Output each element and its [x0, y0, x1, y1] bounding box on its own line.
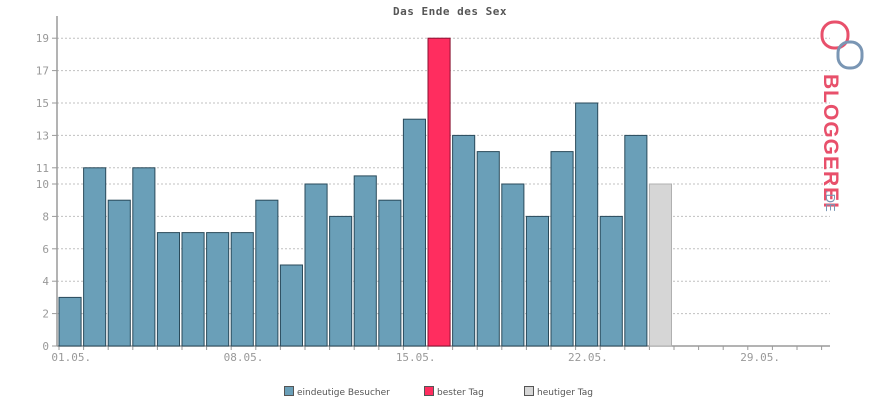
bar	[58, 296, 82, 347]
bloggerei-logo-graphic: BLOGGEREI .DE	[819, 20, 864, 212]
bar	[279, 264, 303, 347]
bar	[329, 215, 353, 347]
bar	[83, 167, 107, 347]
brand-text: BLOGGEREI	[819, 74, 842, 209]
y-tick-label: 2	[42, 308, 49, 321]
bar	[107, 199, 131, 347]
legend-item-best: bester Tag	[424, 386, 484, 398]
bar	[550, 151, 574, 347]
x-tick-label: 29.05.	[740, 351, 780, 364]
x-tick-label: 01.05.	[51, 351, 91, 364]
y-tick-label: 19	[36, 32, 49, 45]
bar	[230, 232, 254, 347]
bar	[181, 232, 205, 347]
bar	[575, 102, 599, 347]
bar	[599, 215, 623, 347]
chart-title: Das Ende des Sex	[393, 5, 507, 18]
bar	[156, 232, 180, 347]
y-tick-label: 13	[36, 129, 49, 142]
legend-swatch-best	[424, 386, 434, 396]
bar	[255, 199, 279, 347]
legend-item-today: heutiger Tag	[524, 386, 593, 398]
y-tick-label: 6	[42, 243, 49, 256]
chart-legend: eindeutige Besucher bester Tag heutiger …	[0, 386, 870, 400]
bar-today	[648, 183, 673, 347]
legend-item-visitors: eindeutige Besucher	[284, 386, 390, 398]
y-tick-label: 4	[42, 275, 49, 288]
bar	[353, 175, 377, 347]
legend-swatch-today	[524, 386, 534, 396]
speech-bubbles-icon	[820, 20, 864, 70]
bar	[378, 199, 402, 347]
bar	[476, 151, 500, 347]
y-tick-label: 15	[36, 97, 49, 110]
brand-suffix: .DE	[823, 190, 838, 212]
legend-label-best: bester Tag	[437, 388, 484, 398]
y-tick-label: 10	[36, 178, 49, 191]
bar	[402, 118, 426, 347]
bar	[501, 183, 525, 347]
y-tick-label: 17	[36, 65, 49, 78]
bar	[132, 167, 156, 347]
y-tick-label: 8	[42, 210, 49, 223]
x-tick-label: 08.05.	[224, 351, 264, 364]
x-tick-label: 22.05.	[568, 351, 608, 364]
bar	[525, 215, 550, 347]
bar	[624, 134, 648, 347]
bar-best-day	[427, 37, 451, 347]
bar	[304, 183, 328, 347]
x-tick-label: 15.05.	[396, 351, 436, 364]
bar	[206, 232, 230, 347]
bloggerei-logo: BLOGGEREI .DE	[812, 18, 870, 218]
legend-swatch-visitors	[284, 386, 294, 396]
y-tick-label: 0	[42, 340, 49, 353]
y-tick-label: 11	[36, 162, 49, 175]
bar	[452, 134, 476, 347]
legend-label-today: heutiger Tag	[537, 388, 594, 398]
legend-label-visitors: eindeutige Besucher	[297, 388, 390, 398]
